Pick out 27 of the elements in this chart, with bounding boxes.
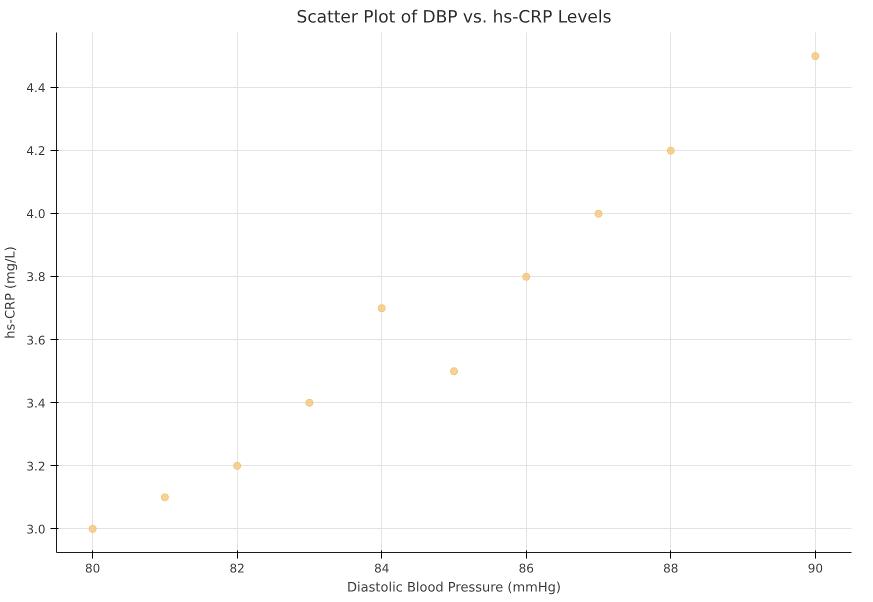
x-tick-label: 80: [85, 562, 100, 576]
point: [811, 52, 820, 60]
point: [160, 493, 169, 502]
point: [594, 210, 603, 218]
point: [233, 462, 242, 470]
y-tick-label: 4.4: [26, 81, 46, 96]
x-tick-label: 86: [518, 562, 534, 576]
point: [666, 146, 675, 155]
y-tick-label: 3.8: [26, 270, 46, 284]
point: [88, 524, 97, 533]
y-axis-title: hs-CRP (mg/L): [3, 246, 18, 339]
y-tick-label: 4.2: [26, 144, 46, 158]
point: [522, 272, 530, 281]
x-tick-label: 88: [663, 562, 678, 576]
point: [378, 304, 386, 312]
x-tick-label: 90: [808, 562, 824, 576]
chart-title: Scatter Plot of DBP vs. hs-CRP Levels: [296, 8, 612, 28]
y-tick-label: 4.0: [26, 207, 46, 222]
y-tick-label: 3.4: [26, 396, 46, 410]
x-tick-label: 84: [374, 562, 390, 576]
x-tick-label: 82: [230, 562, 245, 576]
y-tick-label: 3.6: [26, 333, 46, 348]
point: [305, 398, 314, 407]
y-tick-label: 3.0: [26, 522, 46, 536]
point: [450, 367, 458, 376]
y-tick-label: 3.2: [26, 459, 46, 474]
x-axis-title: Diastolic Blood Pressure (mmHg): [347, 580, 561, 596]
